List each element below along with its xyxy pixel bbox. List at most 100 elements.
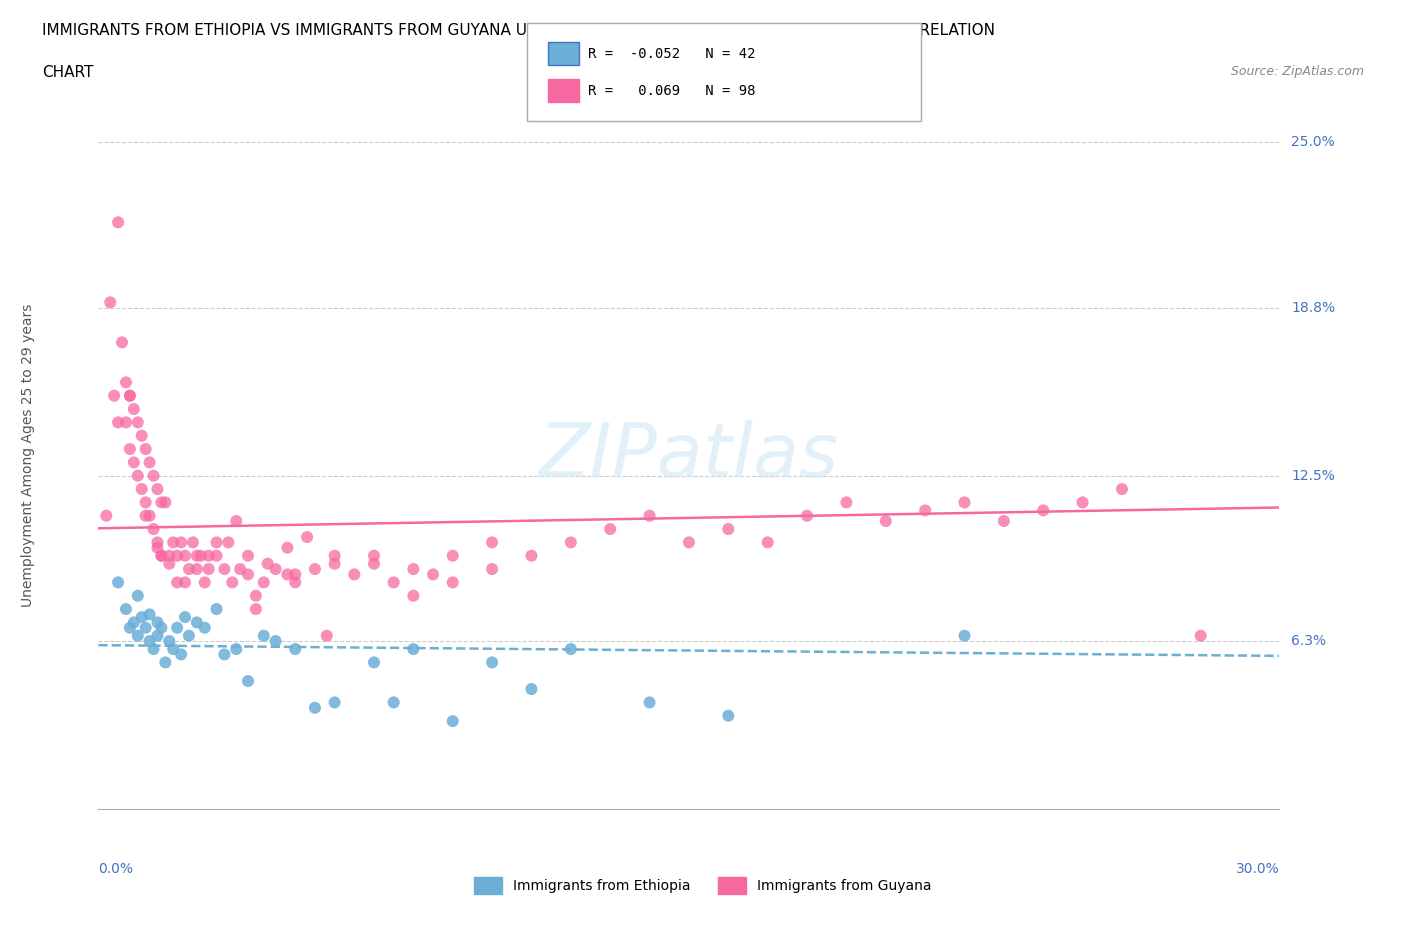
Text: ZIPatlas: ZIPatlas xyxy=(538,419,839,492)
Point xyxy=(225,513,247,528)
Point xyxy=(835,495,858,510)
Point xyxy=(142,469,165,484)
Point xyxy=(1189,629,1212,644)
Point xyxy=(131,428,153,443)
Point xyxy=(256,556,278,571)
Point xyxy=(146,629,169,644)
Point xyxy=(174,610,197,625)
Point xyxy=(118,442,141,457)
Point xyxy=(146,482,169,497)
Point xyxy=(264,562,287,577)
Point xyxy=(111,335,134,350)
Point xyxy=(194,575,217,590)
Point xyxy=(264,633,287,648)
Point xyxy=(115,415,138,430)
Point xyxy=(1032,503,1054,518)
Point xyxy=(253,575,276,590)
Point xyxy=(520,682,543,697)
Point xyxy=(190,549,212,564)
Point xyxy=(638,695,661,710)
Point xyxy=(186,615,208,630)
Point xyxy=(157,556,180,571)
Point xyxy=(481,655,503,670)
Text: Unemployment Among Ages 25 to 29 years: Unemployment Among Ages 25 to 29 years xyxy=(21,304,35,607)
Point xyxy=(146,615,169,630)
Point xyxy=(177,562,200,577)
Point xyxy=(197,549,219,564)
Point xyxy=(214,647,236,662)
Point xyxy=(363,549,385,564)
Point xyxy=(127,469,149,484)
Point xyxy=(236,549,259,564)
Text: R =  -0.052   N = 42: R = -0.052 N = 42 xyxy=(588,46,755,61)
Text: CHART: CHART xyxy=(42,65,94,80)
Point xyxy=(135,620,157,635)
Point xyxy=(131,482,153,497)
Point xyxy=(304,562,326,577)
Point xyxy=(155,655,177,670)
Point xyxy=(122,455,145,470)
Point xyxy=(520,549,543,564)
Point xyxy=(304,700,326,715)
Point xyxy=(127,415,149,430)
Point xyxy=(441,575,464,590)
Point xyxy=(174,549,197,564)
Point xyxy=(122,402,145,417)
Point xyxy=(1111,482,1133,497)
Point xyxy=(953,495,976,510)
Point xyxy=(599,522,621,537)
Point xyxy=(138,455,160,470)
Point xyxy=(174,575,197,590)
Point xyxy=(150,620,173,635)
Point xyxy=(225,642,247,657)
Point xyxy=(678,535,700,550)
Point xyxy=(107,415,129,430)
Point xyxy=(1071,495,1094,510)
Point xyxy=(118,388,141,403)
Point xyxy=(560,642,582,657)
Point xyxy=(146,540,169,555)
Text: 12.5%: 12.5% xyxy=(1291,469,1336,483)
Point xyxy=(363,655,385,670)
Point xyxy=(170,535,193,550)
Point xyxy=(127,629,149,644)
Text: 30.0%: 30.0% xyxy=(1236,862,1279,876)
Point xyxy=(170,647,193,662)
Point xyxy=(214,562,236,577)
Point xyxy=(284,642,307,657)
Point xyxy=(157,549,180,564)
Text: Source: ZipAtlas.com: Source: ZipAtlas.com xyxy=(1230,65,1364,78)
Point xyxy=(115,602,138,617)
Point xyxy=(135,442,157,457)
Text: 25.0%: 25.0% xyxy=(1291,135,1336,150)
Point xyxy=(118,388,141,403)
Point xyxy=(157,633,180,648)
Text: 0.0%: 0.0% xyxy=(98,862,134,876)
Point xyxy=(441,713,464,728)
Point xyxy=(953,629,976,644)
Point xyxy=(186,549,208,564)
Point xyxy=(717,522,740,537)
Point xyxy=(155,495,177,510)
Point xyxy=(115,375,138,390)
Text: IMMIGRANTS FROM ETHIOPIA VS IMMIGRANTS FROM GUYANA UNEMPLOYMENT AMONG AGES 25 TO: IMMIGRANTS FROM ETHIOPIA VS IMMIGRANTS F… xyxy=(42,23,995,38)
Text: 6.3%: 6.3% xyxy=(1291,634,1326,648)
Point xyxy=(150,549,173,564)
Point xyxy=(236,673,259,688)
Point xyxy=(315,629,337,644)
Point xyxy=(253,629,276,644)
Point xyxy=(402,642,425,657)
Point xyxy=(875,513,897,528)
Point xyxy=(131,610,153,625)
Point xyxy=(96,509,118,524)
Point xyxy=(717,709,740,724)
Point xyxy=(295,529,318,544)
Point xyxy=(138,633,160,648)
Point xyxy=(323,549,346,564)
Point xyxy=(166,549,188,564)
Point xyxy=(127,589,149,604)
Point xyxy=(197,562,219,577)
Legend: Immigrants from Ethiopia, Immigrants from Guyana: Immigrants from Ethiopia, Immigrants fro… xyxy=(468,871,938,900)
Point xyxy=(177,629,200,644)
Point xyxy=(560,535,582,550)
